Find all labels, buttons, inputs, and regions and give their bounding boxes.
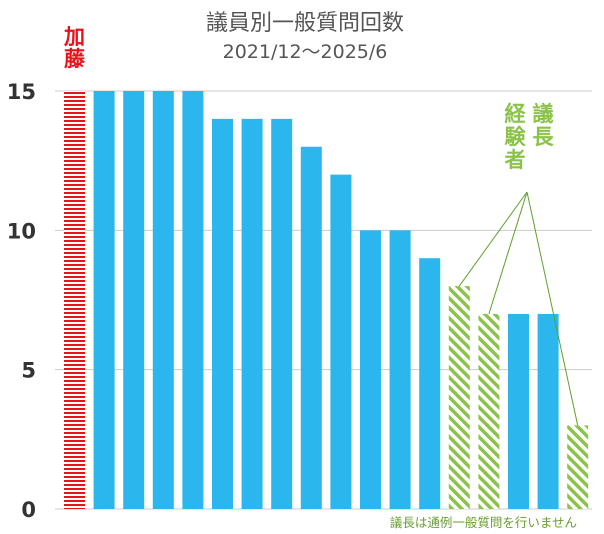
bar xyxy=(389,230,411,510)
chart-subtitle: 2021/12〜2025/6 xyxy=(223,41,388,63)
highlight-label-char: 藤 xyxy=(63,47,86,71)
bar xyxy=(241,118,263,509)
bars xyxy=(64,91,589,510)
speaker-label-char: 長 xyxy=(533,125,555,149)
bar-speaker xyxy=(478,313,500,509)
bar-speaker xyxy=(567,425,589,509)
bar xyxy=(508,313,529,509)
bar xyxy=(212,118,233,509)
chart-title: 議員別一般質問回数 xyxy=(206,11,404,36)
bar xyxy=(537,313,559,509)
speaker-label-char: 議 xyxy=(533,102,554,126)
y-tick-label: 10 xyxy=(7,219,36,243)
speaker-pointer-line xyxy=(526,191,579,426)
bar xyxy=(300,146,322,509)
bar xyxy=(182,91,204,509)
speaker-label-char: 経 xyxy=(505,102,527,126)
bar xyxy=(152,91,174,509)
y-tick-label: 0 xyxy=(21,498,36,522)
y-axis-ticks: 0 5 10 15 xyxy=(7,80,36,522)
y-tick-label: 15 xyxy=(7,80,36,104)
gridlines xyxy=(55,90,592,510)
bar-speaker xyxy=(448,286,470,509)
bar xyxy=(271,118,293,509)
speaker-label-char: 験 xyxy=(505,125,527,149)
speaker-label-char: 者 xyxy=(505,148,526,172)
bar xyxy=(360,230,381,510)
bar xyxy=(419,258,441,509)
bar xyxy=(330,174,352,509)
footnote: 議長は通例一般質問を行いません xyxy=(390,515,577,530)
highlight-label-char: 加 xyxy=(63,25,85,49)
speaker-pointer-line xyxy=(458,191,528,287)
y-tick-label: 5 xyxy=(21,359,36,383)
speaker-pointer-line xyxy=(488,191,528,315)
bar xyxy=(123,91,145,509)
bar-highlight xyxy=(64,91,85,509)
bar xyxy=(93,91,115,509)
